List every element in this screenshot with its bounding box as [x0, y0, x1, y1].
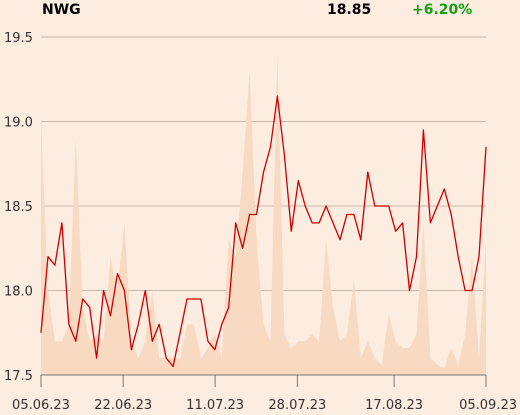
y-tick-label: 17.5 [4, 369, 33, 384]
volume-area-layer [41, 53, 486, 376]
x-tick-label: 17.08.23 [365, 398, 423, 413]
x-axis-labels: 05.06.23 22.06.23 11.07.23 28.07.23 17.08.23… [12, 398, 517, 413]
y-tick-label: 19.5 [4, 31, 33, 46]
price-change-percent: +6.20% [412, 2, 473, 18]
y-tick-label: 18.0 [4, 285, 33, 300]
y-tick-label: 18.5 [4, 200, 33, 215]
x-tick-label: 11.07.23 [186, 398, 244, 413]
last-price: 18.85 [327, 2, 372, 18]
x-tick-label: 05.09.23 [459, 398, 517, 413]
price-line-layer [40, 95, 487, 368]
x-tick-label: 28.07.23 [268, 398, 326, 413]
ticker-symbol: NWG [42, 2, 81, 18]
x-axis [40, 374, 487, 387]
x-tick-label: 22.06.23 [94, 398, 152, 413]
y-axis-labels: 17.5 18.0 18.5 19.0 19.5 [4, 31, 33, 384]
x-tick-label: 05.06.23 [12, 398, 70, 413]
price-line [40, 95, 487, 368]
volume-area [41, 53, 486, 376]
y-tick-label: 19.0 [4, 116, 33, 131]
